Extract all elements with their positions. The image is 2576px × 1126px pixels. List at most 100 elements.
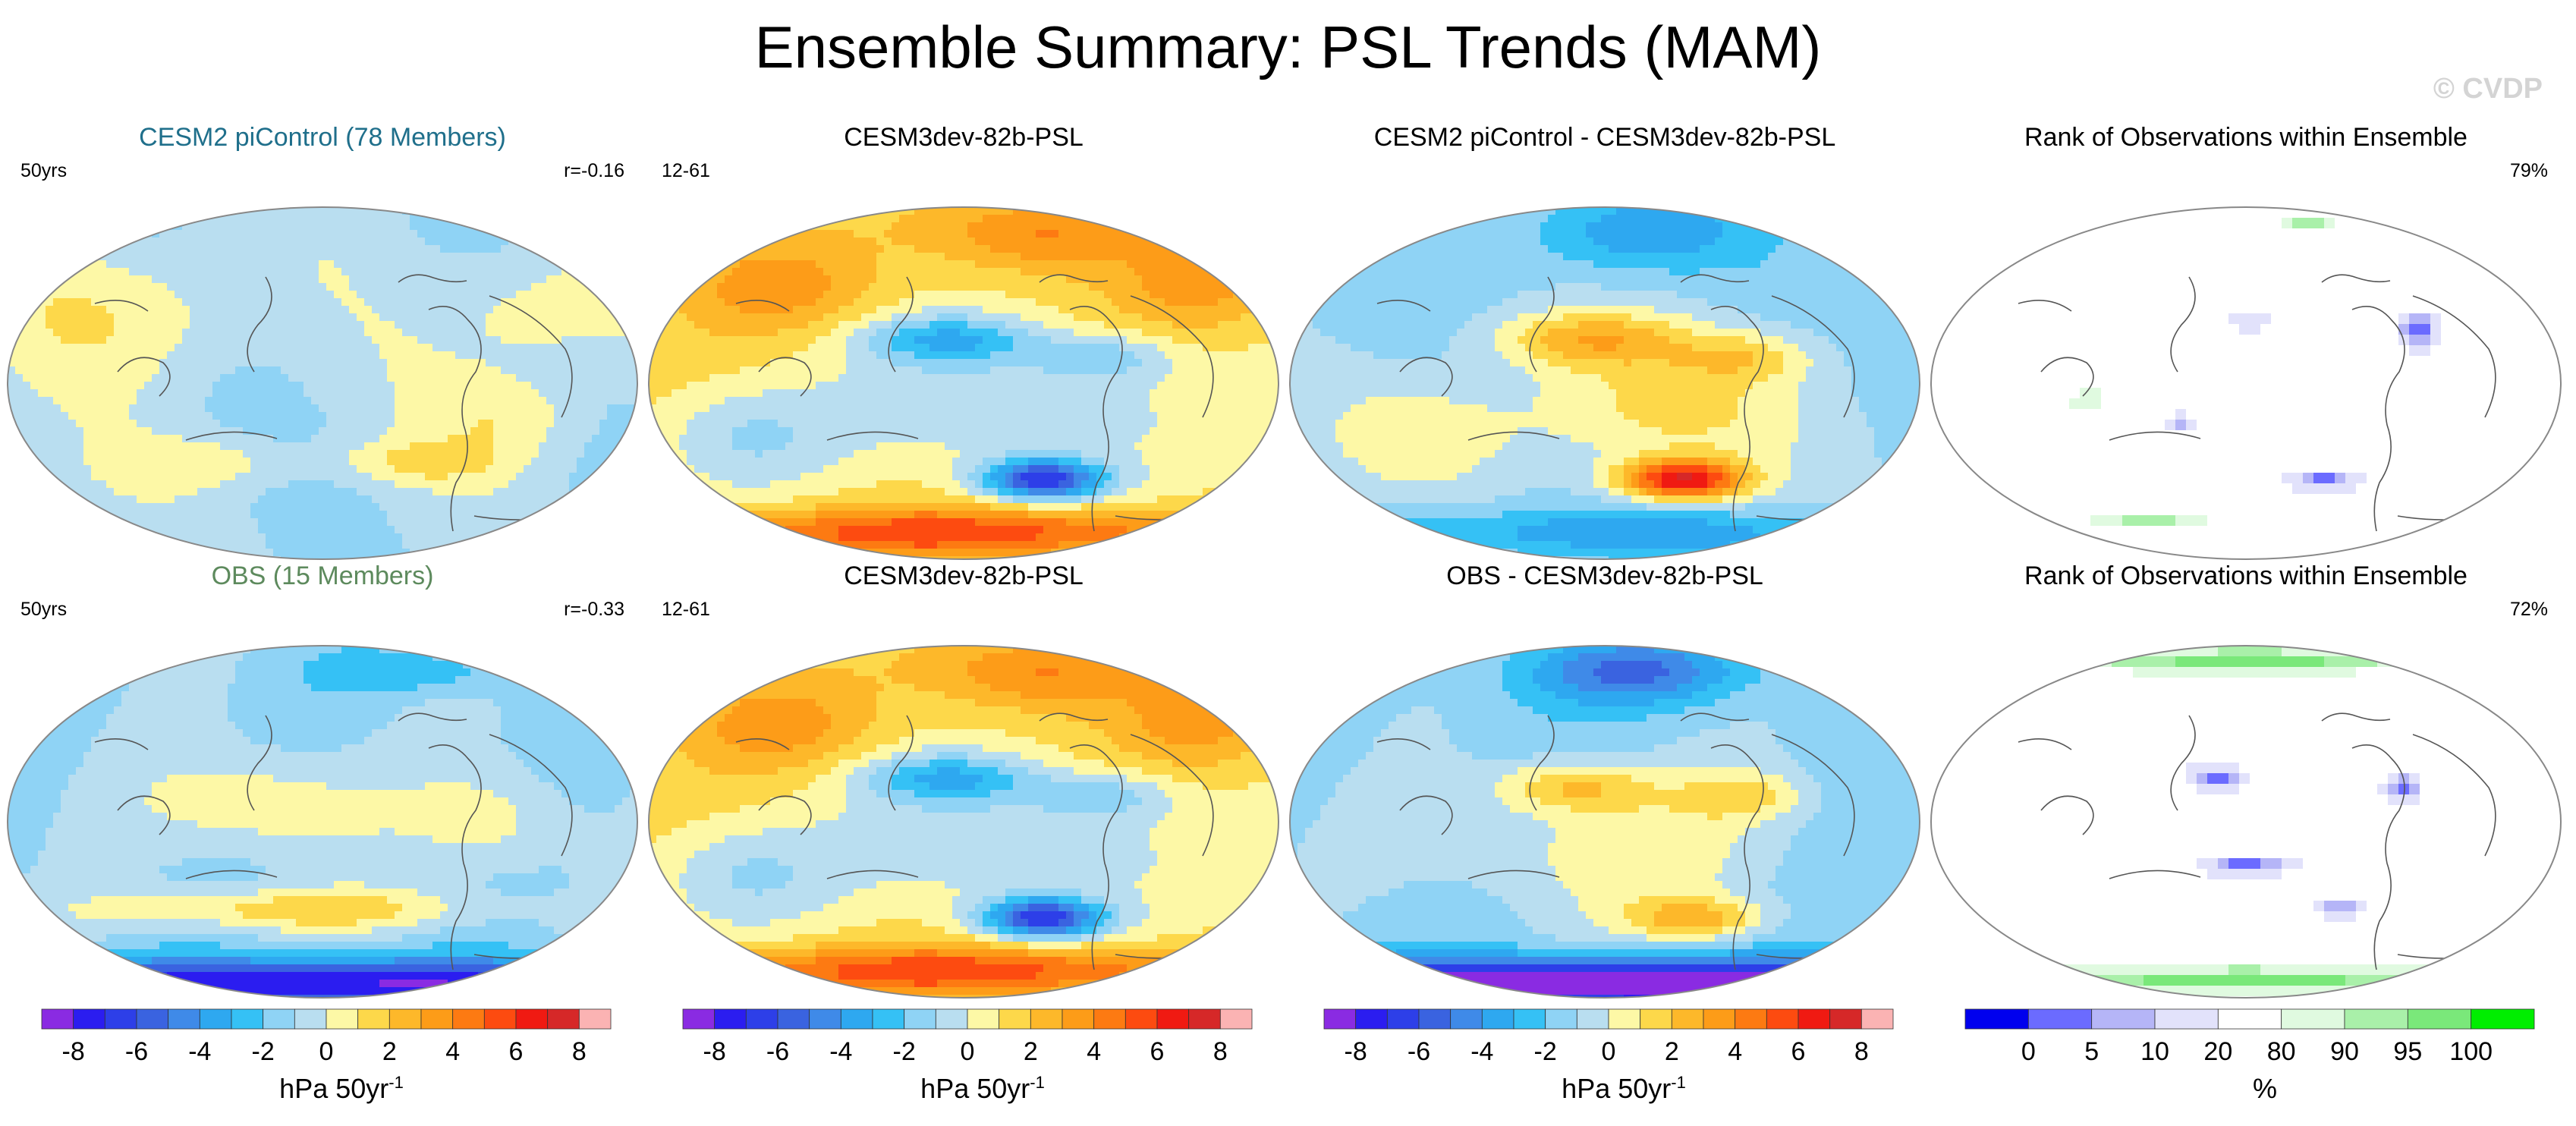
colorbar-tick-label: -4	[829, 1037, 852, 1066]
colorbar-swatch	[777, 1008, 810, 1030]
colorbar-swatch	[1062, 1008, 1095, 1030]
colorbar-swatches: -8 -6 -4 -2 0 2 4 6 8	[41, 1008, 612, 1066]
colorbar-swatch	[294, 1008, 327, 1030]
colorbar-label-exponent: -1	[1671, 1073, 1686, 1092]
map-plot	[7, 206, 638, 560]
colorbar-swatch	[483, 1008, 517, 1030]
colorbar-tick-label: 6	[509, 1037, 524, 1066]
panel-rank-bottom: Rank of Observations within Ensemble 72%	[1927, 560, 2565, 1000]
map-border	[7, 645, 638, 999]
colorbar-tick-label: 8	[572, 1037, 587, 1066]
panel-title: CESM3dev-82b-PSL	[645, 560, 1282, 592]
colorbar-swatch	[547, 1008, 580, 1030]
colorbar-swatch	[1124, 1008, 1158, 1030]
colorbar-swatch	[2471, 1008, 2535, 1030]
colorbar-swatch	[2091, 1008, 2156, 1030]
colorbar-swatch	[1323, 1008, 1357, 1030]
colorbar-swatch	[73, 1008, 105, 1030]
colorbar-tick-label: 8	[1213, 1037, 1228, 1066]
field-cells	[1931, 207, 2561, 559]
colorbar-label: hPa 50yr-1	[1320, 1066, 1927, 1106]
colorbar-tick-label: 0	[2021, 1037, 2036, 1066]
colorbar-swatch	[1964, 1008, 2029, 1030]
colorbar-swatch	[515, 1008, 549, 1030]
coastline	[1376, 712, 1855, 970]
map-border	[1930, 206, 2562, 560]
colorbar-tick-label: -6	[766, 1037, 789, 1066]
colorbar-tick-label: 100	[2449, 1037, 2493, 1066]
colorbar-swatch	[2154, 1008, 2219, 1030]
colorbar-tick-label: 20	[2203, 1037, 2232, 1066]
colorbar-swatch	[1355, 1008, 1388, 1030]
panel-title: Rank of Observations within Ensemble	[1927, 560, 2565, 592]
colorbar-swatch	[745, 1008, 778, 1030]
panel-title: CESM2 piControl (78 Members)	[4, 121, 641, 153]
panel-title: CESM3dev-82b-PSL	[645, 121, 1282, 153]
field-cells	[8, 646, 637, 998]
coastline	[1376, 274, 1855, 532]
colorbar-label-text: hPa 50yr	[920, 1073, 1030, 1104]
colorbar-tick-label: -4	[1470, 1037, 1493, 1066]
colorbar-swatch	[2344, 1008, 2408, 1030]
field-cells	[649, 646, 1279, 998]
panel-title: Rank of Observations within Ensemble	[1927, 121, 2565, 153]
map-plot	[1289, 645, 1920, 999]
colorbar-tick-label: -4	[188, 1037, 211, 1066]
colorbar-tick-label: 90	[2330, 1037, 2359, 1066]
colorbar-swatch	[104, 1008, 137, 1030]
colorbar-tick-label: 2	[1024, 1037, 1038, 1066]
colorbar-swatch	[1640, 1008, 1672, 1030]
figure-title: Ensemble Summary: PSL Trends (MAM)	[0, 9, 2576, 85]
map-plot	[1930, 645, 2562, 999]
colorbar-swatch	[1030, 1008, 1063, 1030]
panel-rank-top: Rank of Observations within Ensemble 79%	[1927, 121, 2565, 561]
colorbar-psl-1: -8 -6 -4 -2 0 2 4 6 8 hPa 50yr-1	[38, 1005, 645, 1119]
panel-right-note: r=-0.16	[564, 159, 624, 182]
colorbar-tick-label: -2	[1534, 1037, 1557, 1066]
colorbar-tick-label: 95	[2393, 1037, 2422, 1066]
colorbar-swatch	[388, 1008, 422, 1030]
colorbar-tick-label: 2	[382, 1037, 397, 1066]
colorbar-swatch	[357, 1008, 390, 1030]
colorbar-psl-2: -8 -6 -4 -2 0 2 4 6 8 hPa 50yr-1	[679, 1005, 1286, 1119]
panel-picontrol-difference: CESM2 piControl - CESM3dev-82b-PSL	[1286, 121, 1923, 561]
colorbar-tick-label: -6	[1408, 1037, 1430, 1066]
colorbar-swatch	[1188, 1008, 1221, 1030]
colorbar-label-text: hPa 50yr	[279, 1073, 388, 1104]
map-border	[1289, 645, 1920, 999]
colorbar-tick-label: -6	[125, 1037, 148, 1066]
colorbar-tick-label: 2	[1665, 1037, 1679, 1066]
colorbar-swatch	[1386, 1008, 1420, 1030]
colorbar-rank: 0 5 10 20 80 90 95 100 %	[1961, 1005, 2568, 1119]
colorbar-swatch	[840, 1008, 873, 1030]
colorbar-swatch	[1450, 1008, 1483, 1030]
colorbar-swatch	[872, 1008, 905, 1030]
colorbar-swatch	[1418, 1008, 1452, 1030]
colorbar-swatch	[1219, 1008, 1253, 1030]
colorbar-swatch	[1156, 1008, 1190, 1030]
colorbar-tick-label: 0	[319, 1037, 334, 1066]
colorbar-swatch	[682, 1008, 716, 1030]
colorbar-swatches: -8 -6 -4 -2 0 2 4 6 8	[682, 1008, 1253, 1066]
coastline	[2018, 712, 2496, 970]
panel-left-note: 50yrs	[20, 159, 67, 182]
colorbar-tick-label: -2	[252, 1037, 275, 1066]
colorbar-swatch	[2281, 1008, 2345, 1030]
panel-obs-difference: OBS - CESM3dev-82b-PSL	[1286, 560, 1923, 1000]
colorbar-swatch	[967, 1008, 1000, 1030]
colorbar-swatch	[1481, 1008, 1514, 1030]
panel-right-note: 72%	[2510, 598, 2548, 621]
colorbar-label-exponent: -1	[1030, 1073, 1045, 1092]
panel-cesm3dev-top: CESM3dev-82b-PSL 12-61	[645, 121, 1282, 561]
colorbar-swatches: 0 5 10 20 80 90 95 100	[1964, 1008, 2535, 1066]
colorbar-tick-label: -8	[1345, 1037, 1367, 1066]
colorbar-tick-label: -2	[893, 1037, 916, 1066]
panel-left-note: 12-61	[662, 598, 710, 621]
colorbar-swatch	[999, 1008, 1031, 1030]
panel-right-note: 79%	[2510, 159, 2548, 182]
colorbar-swatch	[452, 1008, 485, 1030]
map-border	[648, 206, 1279, 560]
colorbar-swatch	[2407, 1008, 2472, 1030]
colorbar-tick-label: 5	[2084, 1037, 2099, 1066]
